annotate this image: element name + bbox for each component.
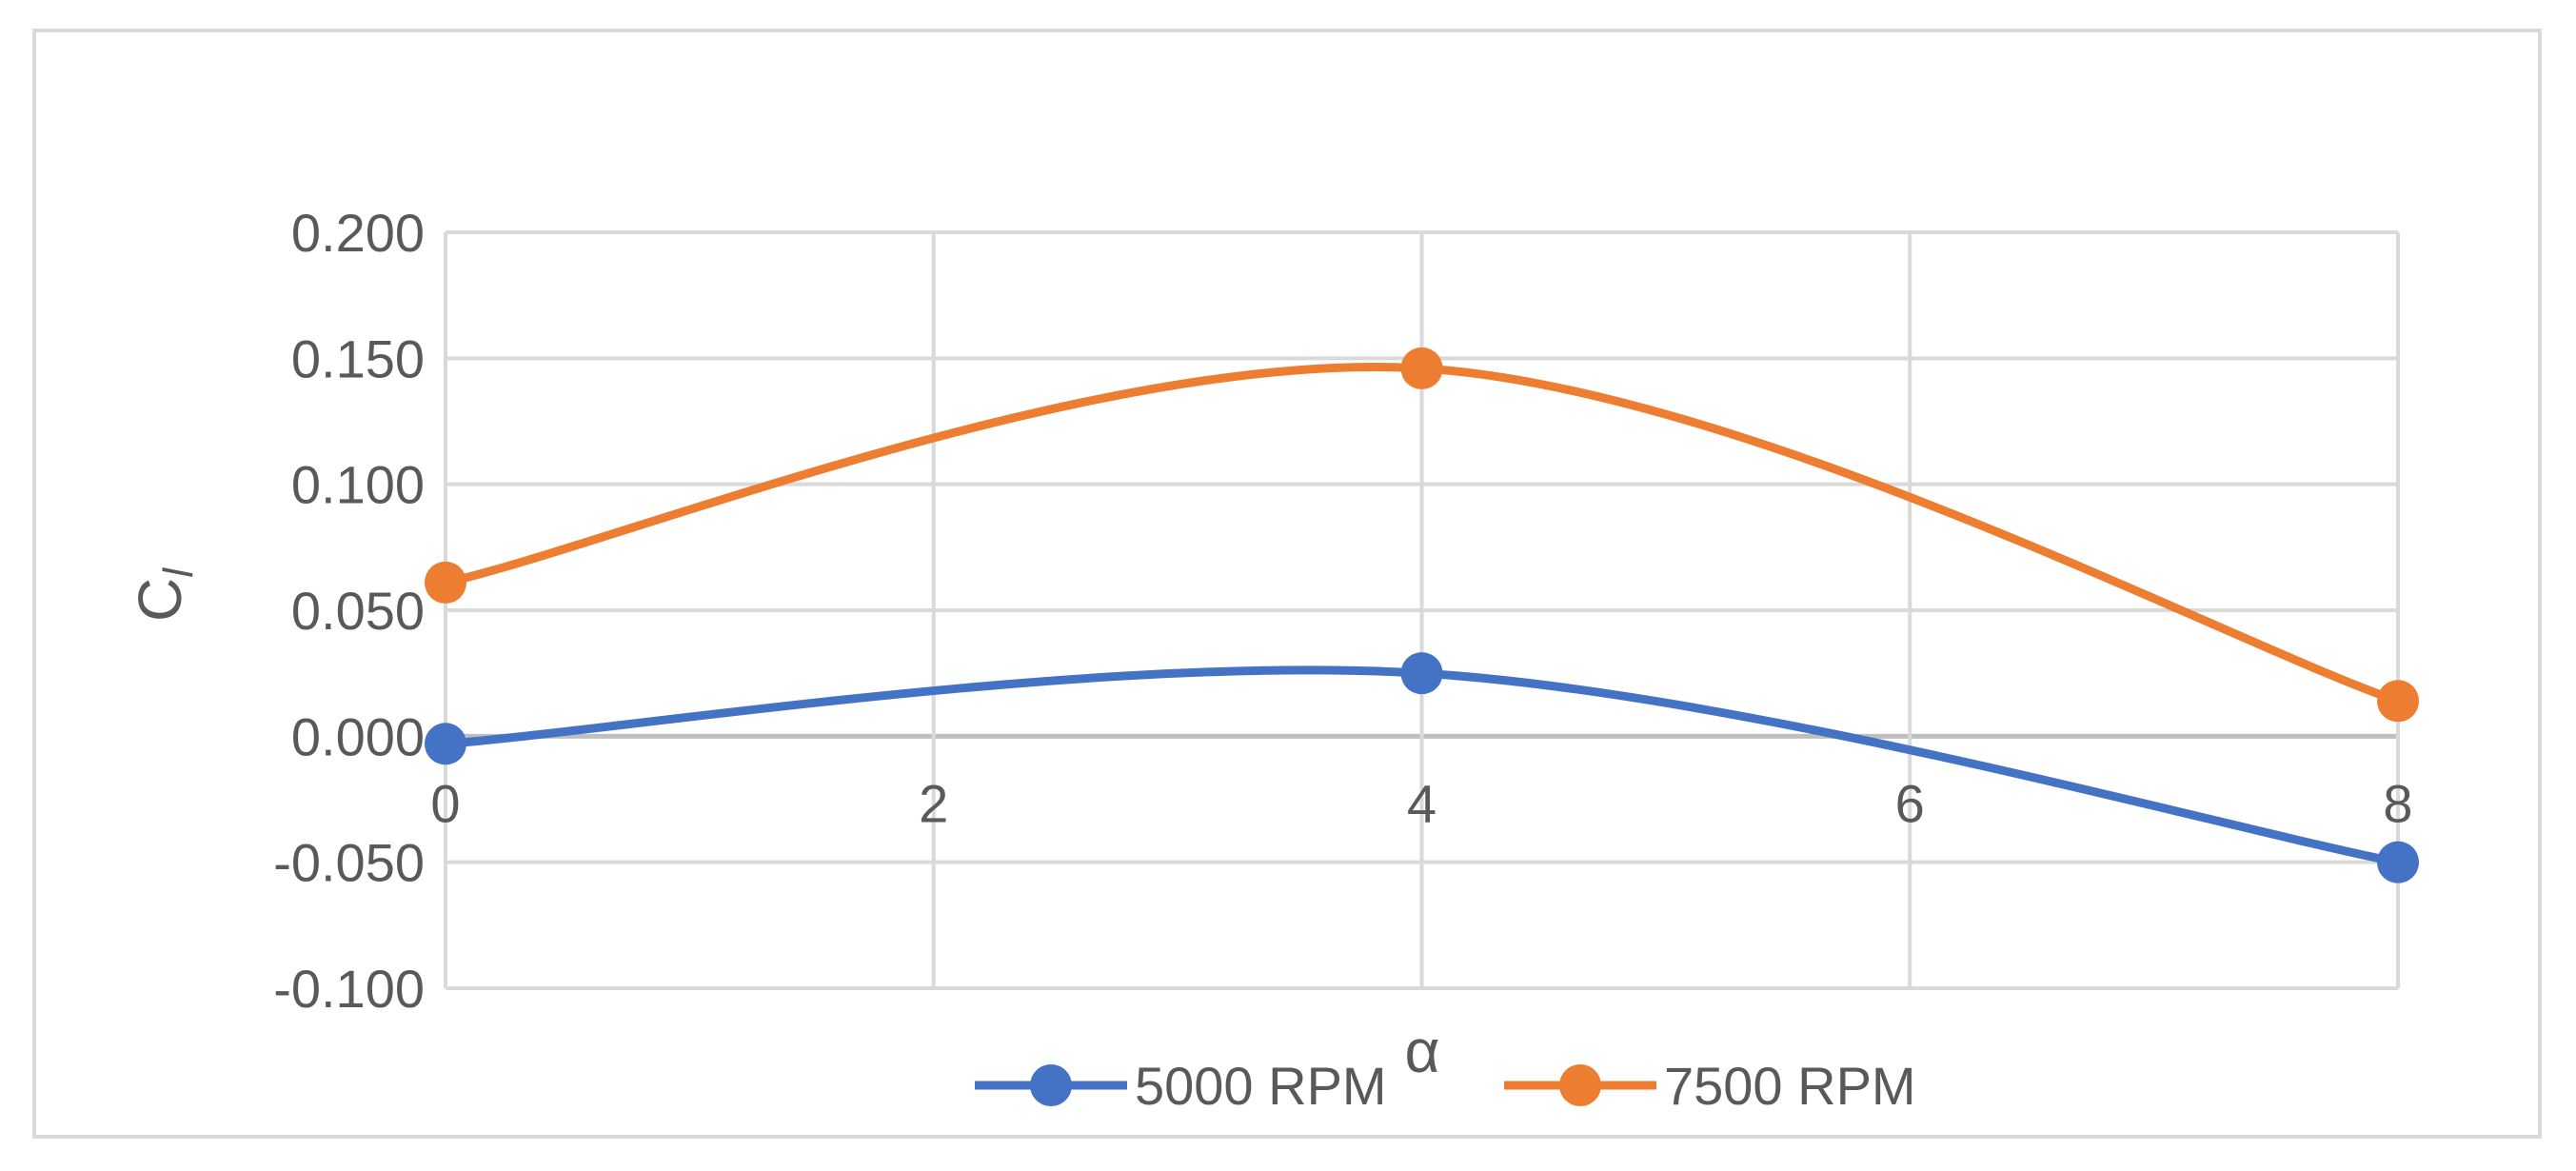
legend: 5000 RPM 7500 RPM (975, 1056, 1916, 1116)
x-tick-label: 0 (430, 773, 460, 833)
y-axis-title-main: C (126, 578, 194, 622)
y-tick-label: 0.200 (291, 203, 425, 263)
series-layer (425, 347, 2419, 883)
legend-marker (1559, 1064, 1601, 1106)
data-point (2377, 841, 2419, 883)
data-point (1400, 347, 1443, 389)
y-axis-title-sub: l (155, 567, 202, 578)
y-tick-label: 0.050 (291, 581, 425, 641)
y-tick-label: 0.100 (291, 455, 425, 515)
x-tick-label: 6 (1895, 773, 1925, 833)
y-tick-label: -0.050 (273, 833, 425, 893)
data-point (2377, 680, 2419, 723)
y-axis-title: Cl (126, 567, 202, 622)
legend-label: 5000 RPM (1135, 1056, 1387, 1116)
y-tick-label: -0.100 (273, 959, 425, 1019)
x-tick-label: 8 (2383, 773, 2412, 833)
data-point (1400, 652, 1443, 695)
legend-label: 7500 RPM (1664, 1056, 1916, 1116)
data-point (425, 561, 466, 604)
x-tick-label: 2 (919, 773, 948, 833)
data-point (425, 723, 466, 765)
x-tick-label: 4 (1407, 773, 1437, 833)
x-axis-title: α (1405, 1017, 1440, 1085)
y-tick-label: 0.150 (291, 328, 425, 388)
tick-labels: 0.200 0.150 0.100 0.050 0.000 -0.050 -0.100 0 2 4… (273, 203, 2412, 1019)
y-tick-label: 0.000 (291, 706, 425, 766)
grid (444, 230, 2400, 990)
legend-marker (1030, 1064, 1072, 1106)
